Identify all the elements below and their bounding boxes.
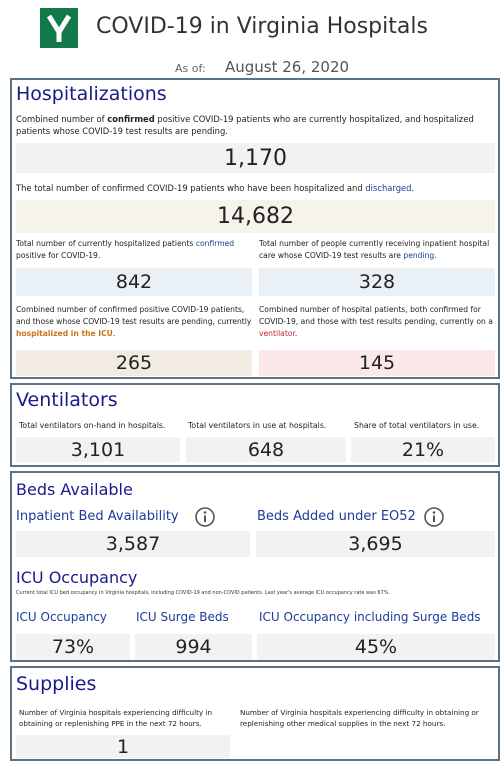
description: Combined number of confirmed positive CO…: [16, 113, 486, 137]
description: Number of Virginia hospitals experiencin…: [240, 708, 479, 728]
section-title: Beds Available: [16, 480, 133, 499]
text-part: Total number of currently hospitalized p…: [16, 239, 196, 248]
hospitalizations-section: [10, 78, 500, 379]
description: Combined number of hospital patients, bo…: [259, 304, 495, 340]
section-title: Ventilators: [16, 389, 118, 411]
metric-label: Total ventilators in use at hospitals.: [188, 421, 327, 430]
text-part: pending: [403, 251, 435, 260]
metric-label: Beds Added under EO52: [257, 509, 416, 524]
metric-value: 73%: [16, 634, 130, 660]
metric-value: 14,682: [16, 200, 495, 233]
metric-value: 648: [186, 437, 346, 462]
metric-value: 842: [16, 268, 252, 296]
metric-value: 1,170: [16, 143, 495, 173]
description: Combined number of confirmed positive CO…: [16, 304, 252, 340]
metric-value: 3,587: [16, 531, 250, 557]
description: Number of Virginia hospitals experiencin…: [19, 708, 212, 728]
info-icon[interactable]: [423, 506, 445, 528]
text-part: positive for COVID-19.: [16, 251, 101, 260]
metric-value: 45%: [257, 634, 495, 660]
text-part: Combined number of confirmed positive CO…: [16, 305, 252, 326]
text-part: Combined number of: [16, 114, 108, 124]
metric-value: 994: [135, 634, 252, 660]
beds-section: [10, 471, 500, 662]
metric-value: 145: [259, 350, 495, 376]
text-part: confirmed: [195, 239, 235, 248]
text-part: discharged: [365, 183, 412, 193]
section-title: Supplies: [16, 673, 97, 695]
page-title: COVID-19 in Virginia Hospitals: [96, 14, 428, 39]
text-part: Combined number of hospital patients, bo…: [259, 305, 493, 326]
metric-label: ICU Occupancy including Surge Beds: [259, 610, 481, 624]
text-part: positive COVID-19 patients who are curre…: [16, 114, 474, 136]
metric-value: 3,695: [256, 531, 495, 557]
description: The total number of confirmed COVID-19 p…: [16, 182, 486, 194]
section-title: Hospitalizations: [16, 83, 167, 105]
text-part: The total number of confirmed COVID-19 p…: [16, 183, 366, 193]
metric-label: Inpatient Bed Availability: [16, 509, 179, 524]
text-part: hospitalized in the ICU: [16, 329, 113, 338]
description: Total number of people currently receivi…: [259, 238, 495, 262]
text-part: Total number of people currently receivi…: [259, 239, 490, 260]
text-part: .: [294, 329, 298, 338]
note: Current total ICU bed occupancy in Virgi…: [16, 590, 391, 596]
section-title: ICU Occupancy: [16, 568, 138, 587]
ventilators-section: [10, 383, 500, 467]
text-part: .: [434, 251, 437, 260]
metric-label: Total ventilators on-hand in hospitals.: [19, 421, 166, 430]
text-part: .: [411, 183, 415, 193]
as-of-label: As of:: [175, 62, 206, 75]
text-part: .: [112, 329, 116, 338]
metric-value: 265: [16, 350, 252, 376]
supplies-section: [10, 666, 500, 761]
metric-label: ICU Occupancy: [16, 610, 108, 624]
text-part: ventilator: [259, 329, 295, 338]
as-of-date: August 26, 2020: [225, 58, 350, 76]
metric-value: 3,101: [16, 437, 180, 462]
description: Total number of currently hospitalized p…: [16, 238, 246, 262]
metric-label: ICU Surge Beds: [136, 610, 229, 624]
text-part: confirmed: [107, 114, 155, 124]
metric-value: 1: [16, 735, 230, 758]
metric-label: Share of total ventilators in use.: [354, 421, 480, 430]
logo: [40, 8, 78, 48]
metric-value: 21%: [351, 437, 495, 462]
info-icon[interactable]: [194, 506, 216, 528]
metric-value: 328: [259, 268, 495, 296]
